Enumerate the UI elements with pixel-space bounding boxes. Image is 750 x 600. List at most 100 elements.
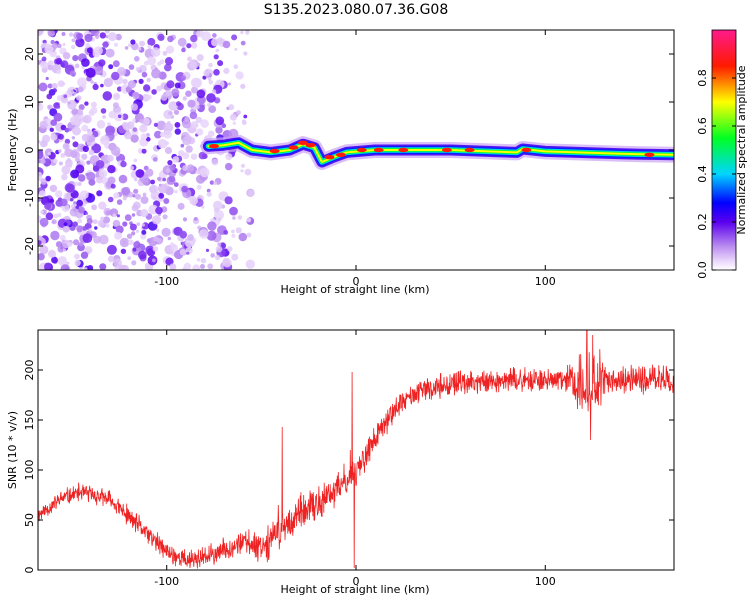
spectrogram-noise-blob <box>40 60 48 69</box>
spectrogram-noise-blob <box>211 158 219 166</box>
spectrogram-noise-blob <box>228 82 231 86</box>
spectrogram-noise-blob <box>38 253 45 261</box>
spectrogram-peak <box>335 152 346 157</box>
spectrogram-noise-blob <box>53 213 59 219</box>
spectrogram-noise-blob <box>135 67 141 72</box>
spectrogram-noise-blob <box>190 121 199 129</box>
spectrogram-noise-blob <box>221 123 227 129</box>
spectrogram-noise-blob <box>77 174 86 182</box>
spectrogram-noise-blob <box>94 46 103 55</box>
spectrogram-noise-blob <box>81 124 89 132</box>
spectrogram-noise-blob <box>79 190 89 200</box>
spectrogram-noise-blob <box>128 64 135 70</box>
spectrogram-noise-blob <box>131 231 136 236</box>
spectrogram-noise-blob <box>107 255 115 263</box>
spectrogram-noise-blob <box>147 37 156 46</box>
spectrogram-noise-blob <box>118 174 128 184</box>
spectrogram-noise-blob <box>49 127 54 132</box>
spectrogram-noise-blob <box>140 133 148 140</box>
spectrogram-noise-blob <box>151 68 161 79</box>
spectrogram-noise-blob <box>206 93 216 103</box>
spectrogram-noise-blob <box>187 56 192 62</box>
spectrogram-noise-blob <box>122 78 128 85</box>
spectrogram-noise-blob <box>187 99 196 108</box>
spectrogram-y-tick-label: 0 <box>23 147 36 154</box>
spectrogram-noise-blob <box>185 145 193 153</box>
spectrogram-noise-blob <box>99 263 107 270</box>
spectrogram-noise-blob <box>182 96 187 101</box>
spectrogram-noise-blob <box>60 153 66 158</box>
spectrogram-noise-blob <box>189 196 199 206</box>
spectrogram-noise-blob <box>55 57 63 65</box>
spectrogram-noise-blob <box>47 104 52 110</box>
spectrogram-noise-blob <box>243 114 248 119</box>
spectrogram-noise-blob <box>90 80 94 84</box>
spectrogram-noise-blob <box>227 246 233 252</box>
spectrogram-noise-blob <box>107 122 111 126</box>
spectrogram-noise-blob <box>224 196 233 205</box>
spectrogram-noise-blob <box>247 189 255 197</box>
spectrogram-noise-blob <box>225 153 233 161</box>
spectrogram-noise-blob <box>185 239 194 248</box>
spectrogram-noise-blob <box>81 133 90 142</box>
spectrogram-noise-blob <box>117 67 127 76</box>
spectrogram-noise-blob <box>68 32 74 37</box>
spectrogram-noise-blob <box>174 82 181 89</box>
spectrogram-noise-blob <box>130 134 139 143</box>
spectrogram-noise-blob <box>60 96 69 104</box>
spectrogram-noise-blob <box>38 150 44 160</box>
spectrogram-noise-blob <box>240 40 246 46</box>
spectrogram-noise-blob <box>74 253 80 260</box>
spectrogram-noise-blob <box>150 179 156 185</box>
spectrogram-noise-blob <box>181 185 189 193</box>
spectrogram-noise-blob <box>86 171 96 182</box>
spectrogram-noise-blob <box>68 128 72 132</box>
spectrogram-noise-blob <box>39 245 49 255</box>
spectrogram-noise-blob <box>61 239 65 243</box>
spectrogram-noise-blob <box>113 258 122 268</box>
spectrogram-noise-blob <box>228 104 235 111</box>
spectrogram-noise-blob <box>145 168 154 177</box>
spectrogram-noise-blob <box>85 212 89 215</box>
spectrogram-noise-blob <box>130 103 139 111</box>
spectrogram-noise-blob <box>112 213 117 217</box>
spectrogram-noise-blob <box>217 60 224 67</box>
spectrogram-noise-blob <box>114 231 122 240</box>
spectrogram-noise-blob <box>153 122 158 127</box>
spectrogram-noise-blob <box>231 233 236 238</box>
spectrogram-noise-blob <box>143 84 151 92</box>
spectrogram-noise-blob <box>98 201 107 210</box>
spectrogram-noise-blob <box>109 208 119 217</box>
spectrogram-noise-blob <box>245 30 250 33</box>
spectrogram-noise-blob <box>40 178 47 185</box>
spectrogram-noise-blob <box>235 71 244 80</box>
spectrogram-noise-blob <box>222 40 231 49</box>
spectrogram-noise-blob <box>111 71 120 81</box>
figure-title: S135.2023.080.07.36.G08 <box>264 2 449 18</box>
spectrogram-x-tick-label: -100 <box>154 275 179 288</box>
spectrogram-noise-blob <box>208 80 213 85</box>
spectrogram-noise-blob <box>65 159 73 167</box>
spectrogram-noise-blob <box>127 256 132 260</box>
spectrogram-noise-blob <box>82 226 88 231</box>
spectrogram-noise-blob <box>93 235 101 244</box>
spectrogram-noise-blob <box>46 93 53 100</box>
spectrogram-noise-blob <box>105 223 110 228</box>
spectrogram-noise-blob <box>107 165 116 174</box>
spectrogram-noise-blob <box>71 204 76 209</box>
spectrogram-noise-blob <box>157 33 165 42</box>
spectrogram-noise-blob <box>73 239 80 246</box>
spectrogram-noise-blob <box>103 77 113 88</box>
spectrogram-noise-blob <box>184 116 190 123</box>
spectrogram-noise-blob <box>231 34 238 41</box>
spectrogram-noise-blob <box>67 241 73 247</box>
spectrogram-noise-blob <box>81 58 90 67</box>
spectrogram-noise-blob <box>78 115 82 118</box>
spectrogram-noise-blob <box>177 202 185 210</box>
spectrogram-noise-blob <box>149 184 159 194</box>
snr-x-tick-label: 100 <box>535 575 556 588</box>
spectrogram-noise-blob <box>44 262 52 270</box>
spectrogram-noise-blob <box>243 51 248 56</box>
spectrogram-noise-blob <box>162 177 166 182</box>
spectrogram-noise-blob <box>183 262 192 270</box>
